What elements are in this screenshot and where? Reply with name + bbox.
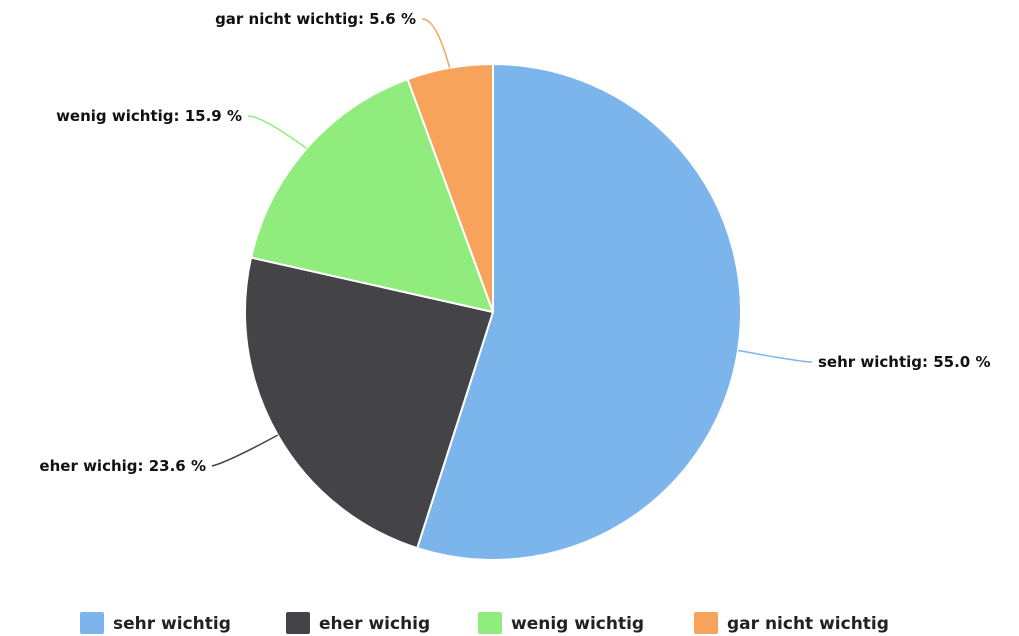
pie-slice-gar-nicht-wichtig[interactable]	[406, 63, 494, 313]
legend-swatch	[478, 612, 502, 634]
legend-swatch	[694, 612, 718, 634]
data-label-sehr-wichtig: sehr wichtig: 55.0 %	[818, 353, 991, 371]
data-label-wenig-wichtig: wenig wichtig: 15.9 %	[56, 107, 242, 125]
legend-swatch	[80, 612, 104, 634]
legend: sehr wichtig eher wichig wenig wichtig gar …	[80, 612, 889, 634]
data-label-gar-nicht-wichtig: gar nicht wichtig: 5.6 %	[215, 10, 416, 28]
legend-swatch	[286, 612, 310, 634]
connector-wenig-wichtig	[247, 115, 308, 150]
connector-sehr-wichtig	[737, 349, 813, 363]
legend-label: wenig wichtig	[511, 614, 644, 634]
legend-label: eher wichig	[319, 614, 430, 634]
pie-slice-sehr-wichtig[interactable]	[416, 63, 742, 561]
connector-eher-wichig	[211, 434, 279, 467]
legend-item-wenig-wichtig[interactable]: wenig wichtig	[478, 612, 644, 634]
pie-slice-wenig-wichtig[interactable]	[250, 78, 494, 313]
pie-slice-eher-wichig[interactable]	[244, 256, 494, 550]
pie-slices	[244, 63, 742, 561]
legend-item-eher-wichig[interactable]: eher wichig	[286, 612, 430, 634]
connector-gar-nicht-wichtig	[421, 18, 451, 68]
data-label-eher-wichig: eher wichig: 23.6 %	[39, 457, 206, 475]
legend-item-gar-nicht-wichtig[interactable]: gar nicht wichtig	[694, 612, 889, 634]
label-connectors	[211, 18, 813, 467]
data-labels: sehr wichtig: 55.0 % eher wichig: 23.6 % w…	[39, 10, 990, 475]
legend-label: sehr wichtig	[113, 614, 231, 634]
legend-label: gar nicht wichtig	[727, 614, 889, 634]
legend-item-sehr-wichtig[interactable]: sehr wichtig	[80, 612, 231, 634]
